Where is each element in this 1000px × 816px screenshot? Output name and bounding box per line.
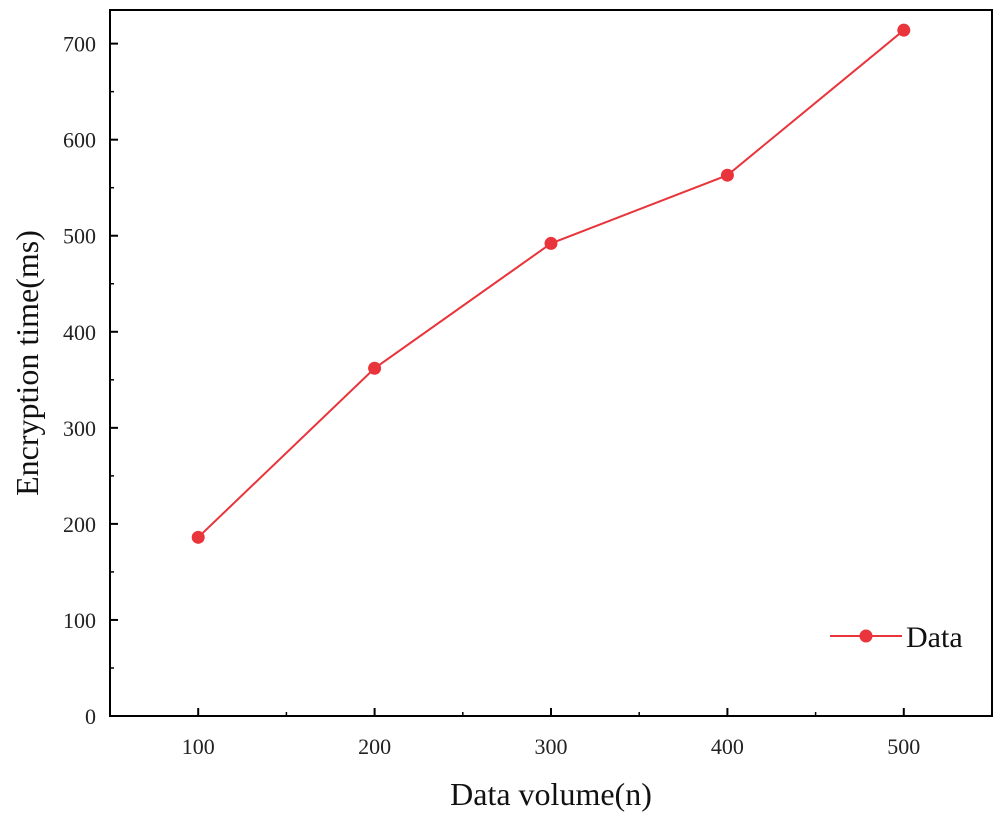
- data-point: [897, 23, 911, 37]
- y-axis: 0 100 200 300 400 500 600 700: [63, 32, 118, 729]
- y-tick-label: 700: [63, 32, 96, 57]
- x-tick-label: 400: [711, 734, 744, 759]
- y-tick-label: 300: [63, 416, 96, 441]
- legend-marker: [859, 629, 873, 643]
- series-line: [197, 29, 905, 539]
- x-axis-label: Data volume(n): [450, 776, 652, 812]
- y-tick-label: 0: [85, 704, 96, 729]
- legend-label: Data: [906, 621, 963, 654]
- legend: Data: [830, 621, 963, 654]
- x-axis: 100 200 300 400 500: [182, 708, 920, 759]
- data-point: [720, 168, 734, 182]
- data-point: [191, 530, 205, 544]
- series-layer: [191, 23, 911, 544]
- x-tick-label: 500: [887, 734, 920, 759]
- plot-frame: [109, 9, 993, 717]
- y-tick-label: 500: [63, 224, 96, 249]
- y-tick-label: 400: [63, 320, 96, 345]
- data-point: [544, 236, 558, 250]
- x-tick-label: 200: [358, 734, 391, 759]
- data-point: [368, 361, 382, 375]
- y-tick-label: 600: [63, 128, 96, 153]
- y-tick-label: 200: [63, 512, 96, 537]
- y-tick-label: 100: [63, 608, 96, 633]
- x-tick-label: 100: [182, 734, 215, 759]
- x-tick-label: 300: [535, 734, 568, 759]
- y-axis-label: Encryption time(ms): [9, 230, 45, 496]
